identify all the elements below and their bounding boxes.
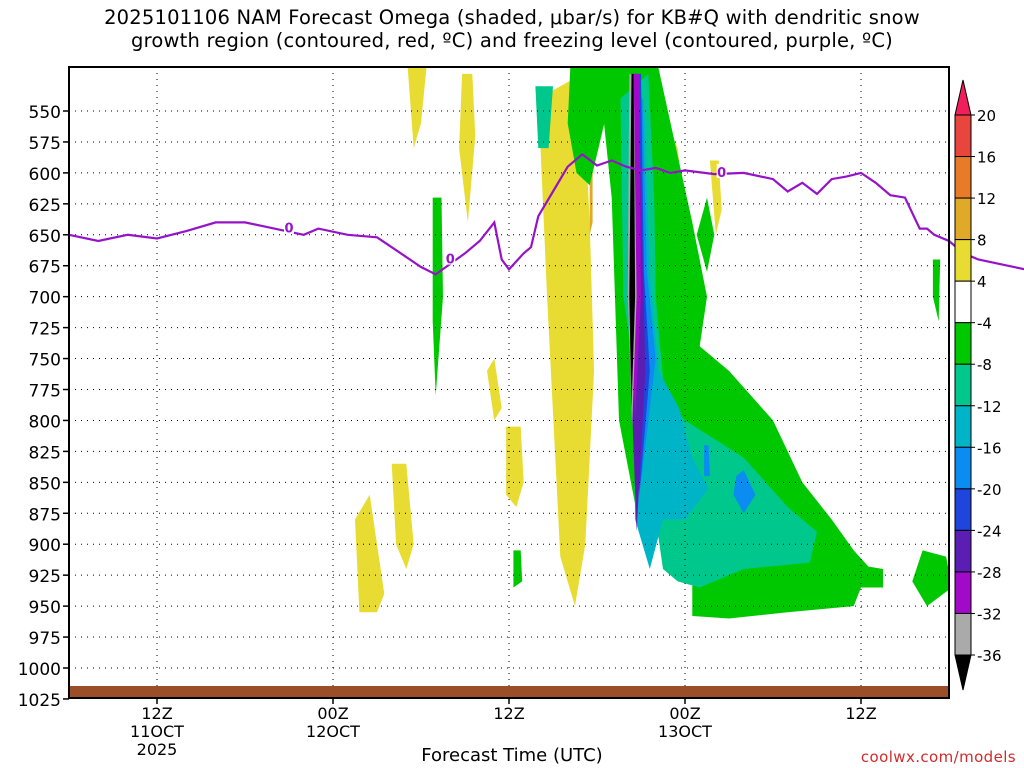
colorbar-label: 12 bbox=[977, 190, 996, 208]
colorbar-label: -28 bbox=[977, 564, 1002, 582]
y-axis: 550 575 600 625 650 675 700 725 750 775 800 825 850 8… bbox=[18, 103, 69, 711]
terrain-ground bbox=[69, 686, 949, 698]
x-tick-label: 12Z bbox=[493, 704, 524, 723]
x-tick-year: 2025 bbox=[137, 740, 178, 759]
colorbar-swatch bbox=[954, 405, 972, 448]
y-tick-label: 575 bbox=[29, 134, 61, 154]
y-tick-label: 975 bbox=[29, 629, 61, 649]
colorbar: 20 16 12 8 4 -4 -8 -12 -16 -20 -24 -28 -32 -36 bbox=[954, 79, 1002, 691]
omega-patch bbox=[487, 358, 502, 421]
freezing-level-contour bbox=[68, 152, 1024, 276]
y-tick-label: 850 bbox=[29, 474, 61, 494]
colorbar-label: 16 bbox=[977, 149, 996, 167]
colorbar-swatch bbox=[954, 197, 972, 241]
colorbar-label: -12 bbox=[977, 398, 1002, 416]
omega-patch bbox=[355, 494, 385, 613]
omega-patch bbox=[567, 67, 609, 186]
colorbar-label: -32 bbox=[977, 605, 1002, 623]
x-tick-date: 11OCT bbox=[130, 722, 184, 741]
y-tick-label: 675 bbox=[29, 258, 61, 278]
x-tick-date: 12OCT bbox=[306, 722, 360, 741]
y-tick-label: 900 bbox=[29, 536, 61, 556]
colorbar-label: 4 bbox=[977, 273, 987, 291]
freezing-level-label-bg bbox=[716, 163, 727, 178]
y-tick-label: 725 bbox=[29, 320, 61, 340]
x-tick-label: 00Z bbox=[669, 704, 700, 723]
colorbar-label: -20 bbox=[977, 481, 1002, 499]
omega-shading bbox=[355, 67, 949, 619]
y-tick-label: 1025 bbox=[18, 691, 61, 711]
omega-patch bbox=[709, 160, 722, 235]
colorbar-label: 8 bbox=[977, 232, 987, 250]
colorbar-swatch bbox=[954, 363, 972, 407]
y-tick-label: 825 bbox=[29, 443, 61, 463]
colorbar-swatch bbox=[954, 529, 972, 573]
x-tick-label: 12Z bbox=[141, 704, 172, 723]
omega-patch bbox=[513, 550, 523, 588]
omega-patch bbox=[733, 470, 756, 514]
omega-patch bbox=[629, 73, 636, 409]
omega-patch bbox=[704, 445, 710, 477]
y-tick-label: 950 bbox=[29, 598, 61, 618]
colorbar-swatch bbox=[954, 156, 972, 199]
omega-patch bbox=[391, 463, 414, 569]
colorbar-swatch bbox=[954, 239, 972, 282]
omega-patch bbox=[459, 73, 476, 223]
y-tick-label: 1000 bbox=[18, 660, 61, 680]
omega-patch bbox=[535, 86, 553, 149]
colorbar-swatch bbox=[954, 446, 972, 490]
omega-patch bbox=[506, 426, 524, 508]
colorbar-swatch bbox=[954, 114, 972, 158]
y-tick-label: 875 bbox=[29, 505, 61, 525]
colorbar-swatch bbox=[954, 488, 972, 531]
colorbar-swatch bbox=[954, 322, 972, 365]
chart-title-line1: 2025101106 NAM Forecast Omega (shaded, μ… bbox=[104, 6, 920, 29]
y-tick-label: 775 bbox=[29, 382, 61, 402]
colorbar-label: -4 bbox=[977, 315, 992, 333]
freezing-level-label: 0 bbox=[284, 222, 293, 237]
colorbar-min-arrow bbox=[954, 654, 972, 691]
x-tick-label: 12Z bbox=[845, 704, 876, 723]
colorbar-label: -36 bbox=[977, 647, 1002, 665]
x-tick-label: 00Z bbox=[317, 704, 348, 723]
freezing-level-label: 0 bbox=[717, 166, 726, 181]
colorbar-label: -16 bbox=[977, 439, 1002, 457]
y-tick-label: 625 bbox=[29, 196, 61, 216]
omega-patch bbox=[538, 73, 595, 607]
colorbar-swatch bbox=[954, 280, 972, 324]
omega-patch bbox=[432, 197, 443, 396]
y-tick-label: 550 bbox=[29, 103, 61, 123]
y-tick-label: 800 bbox=[29, 412, 61, 432]
omega-patch bbox=[932, 259, 941, 322]
y-tick-label: 600 bbox=[29, 165, 61, 185]
freezing-level-label: 0 bbox=[446, 253, 455, 268]
omega-patch bbox=[630, 98, 709, 569]
freezing-level-label-bg bbox=[284, 219, 294, 234]
colorbar-label: -8 bbox=[977, 356, 992, 374]
colorbar-label: -24 bbox=[977, 522, 1002, 540]
y-tick-label: 700 bbox=[29, 289, 61, 309]
omega-patch bbox=[407, 67, 427, 149]
freezing-level-label-bg bbox=[445, 250, 456, 265]
credit-link[interactable]: coolwx.com/models bbox=[860, 748, 1016, 766]
chart-title: 2025101106 NAM Forecast Omega (shaded, μ… bbox=[0, 6, 1024, 52]
y-tick-label: 925 bbox=[29, 567, 61, 587]
colorbar-label: 20 bbox=[977, 107, 996, 125]
y-tick-label: 750 bbox=[29, 351, 61, 371]
chart-title-line2: growth region (contoured, red, ºC) and f… bbox=[131, 29, 893, 52]
y-tick-label: 650 bbox=[29, 227, 61, 247]
omega-patch bbox=[912, 550, 949, 607]
colorbar-swatch bbox=[954, 571, 972, 614]
colorbar-max-arrow bbox=[954, 79, 972, 116]
x-tick-date: 13OCT bbox=[658, 722, 712, 741]
freezing-level-labels: 0000 bbox=[284, 163, 727, 268]
colorbar-swatch bbox=[954, 612, 972, 656]
x-axis-title: Forecast Time (UTC) bbox=[421, 745, 603, 766]
